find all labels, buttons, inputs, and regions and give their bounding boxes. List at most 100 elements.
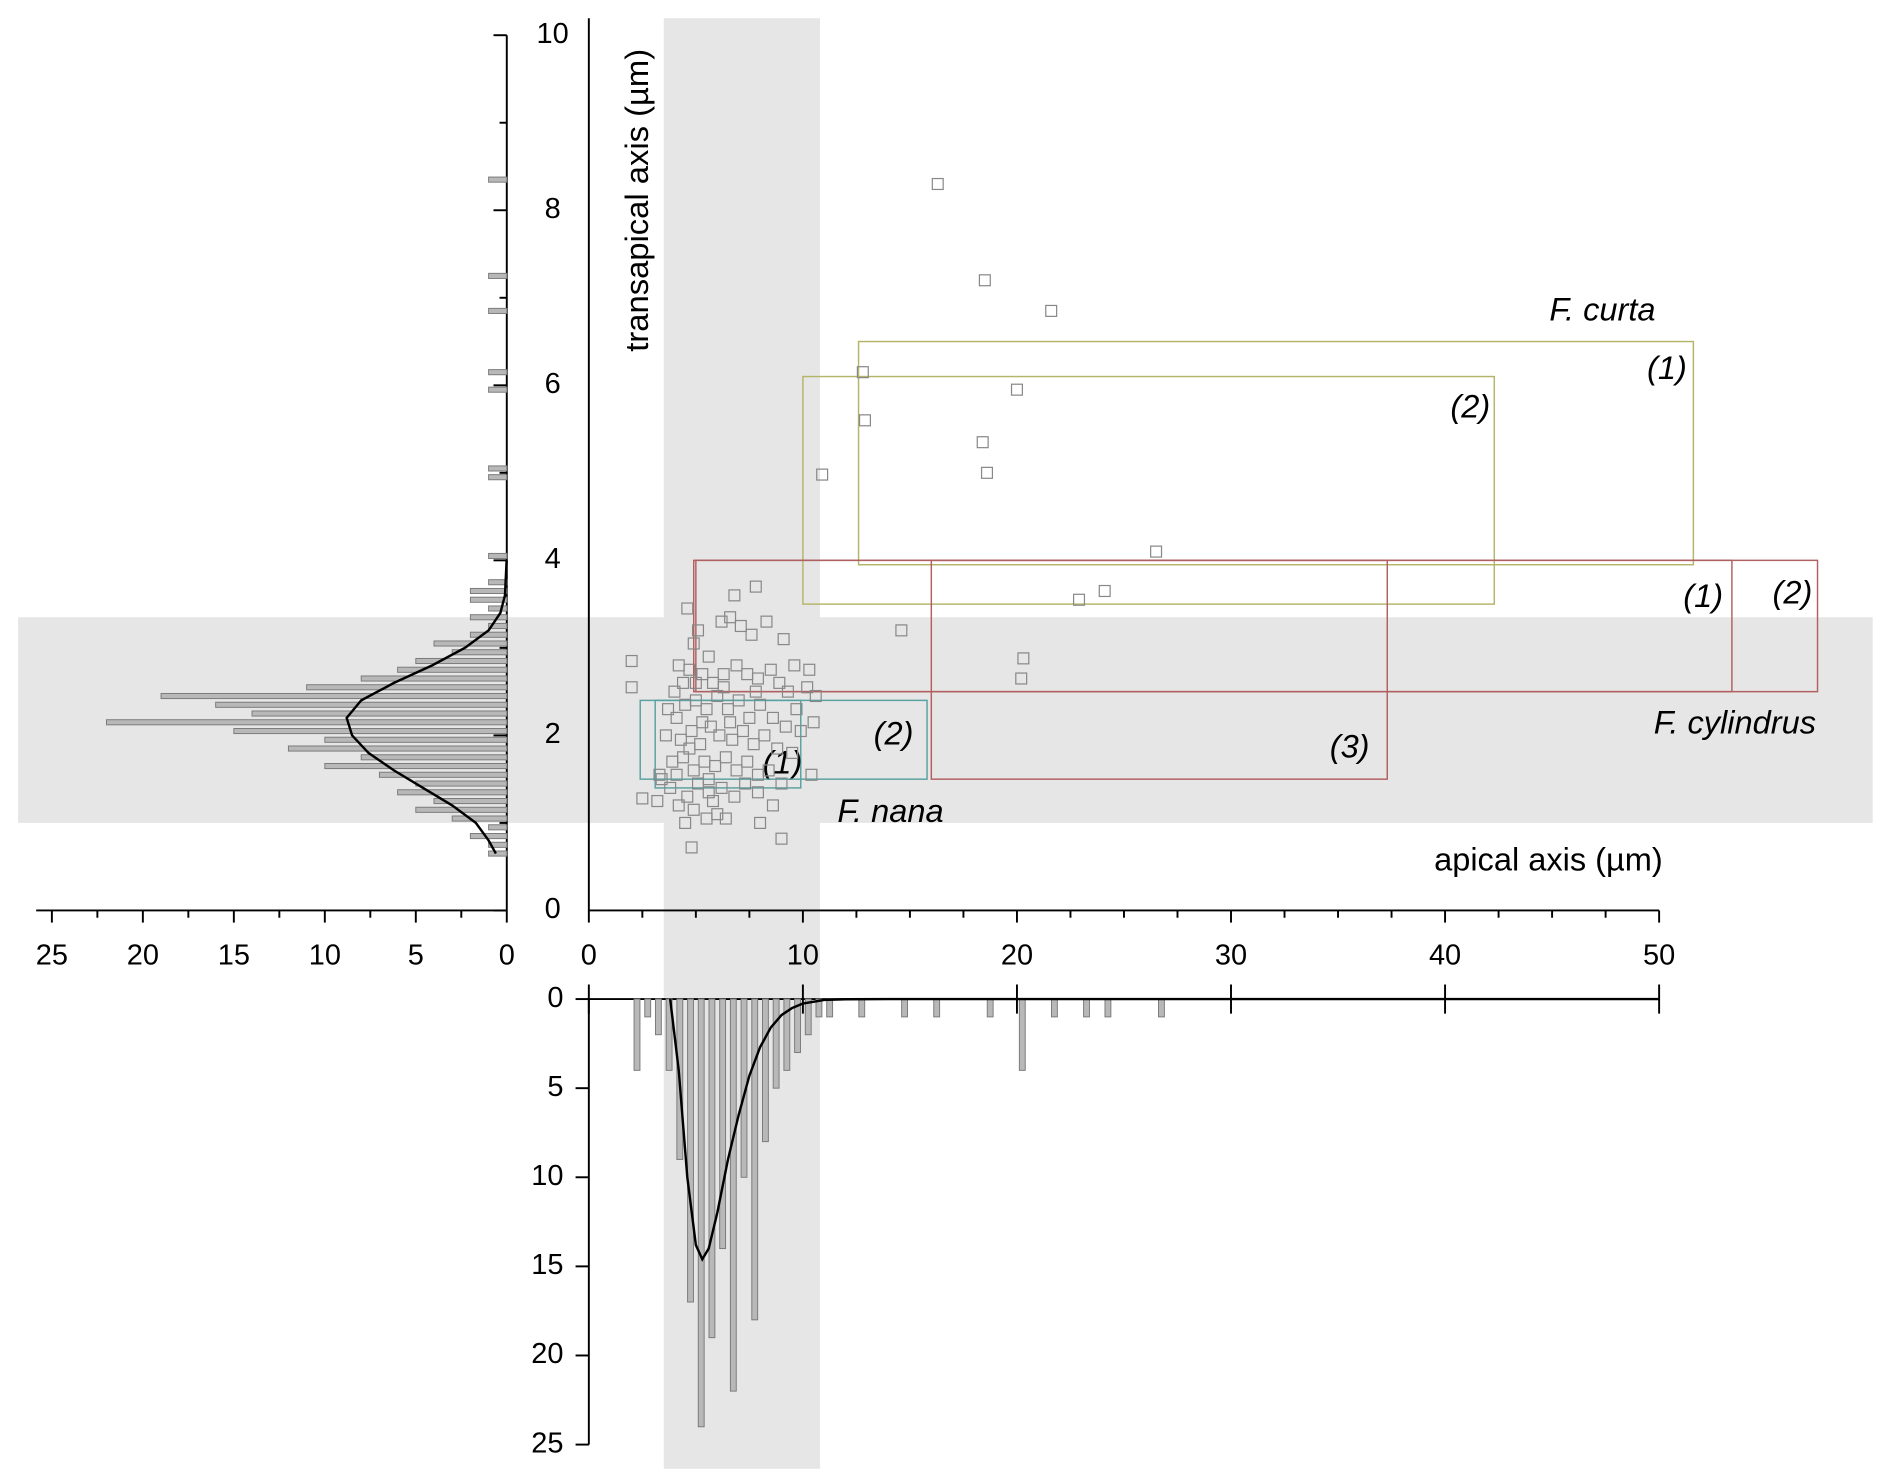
box-label: (2) bbox=[1773, 573, 1813, 610]
hist-bar bbox=[1050, 998, 1058, 1018]
hist-bar bbox=[1158, 998, 1165, 1018]
point bbox=[794, 724, 807, 738]
point bbox=[764, 663, 777, 676]
box-label: (3) bbox=[1330, 728, 1370, 765]
point bbox=[687, 637, 700, 650]
point bbox=[777, 633, 790, 646]
hist-bar bbox=[469, 631, 508, 638]
hist-bar bbox=[378, 771, 508, 778]
point bbox=[980, 466, 994, 479]
point bbox=[715, 615, 728, 628]
point bbox=[1045, 304, 1058, 317]
point bbox=[717, 668, 730, 681]
hist-bar bbox=[160, 692, 508, 700]
hist-bar bbox=[815, 998, 823, 1018]
hist-bar bbox=[488, 605, 508, 612]
hist-bar bbox=[324, 736, 508, 743]
count-tick-label: 15 bbox=[531, 1249, 563, 1281]
point bbox=[809, 689, 822, 703]
point bbox=[655, 773, 668, 786]
point bbox=[651, 794, 664, 808]
point bbox=[781, 685, 794, 698]
point bbox=[790, 703, 803, 716]
box-label: (1) bbox=[1683, 577, 1723, 614]
hist-bar bbox=[654, 998, 662, 1036]
point bbox=[775, 832, 788, 845]
point bbox=[670, 711, 683, 724]
hist-bar bbox=[469, 596, 508, 603]
hist-bar bbox=[488, 474, 508, 481]
hist-bar bbox=[1083, 998, 1090, 1018]
hist-bar bbox=[324, 762, 508, 770]
hist-bar bbox=[488, 841, 508, 848]
point bbox=[739, 777, 752, 790]
hist-bar bbox=[488, 176, 508, 183]
point bbox=[715, 781, 728, 794]
count-tick-label: 20 bbox=[127, 939, 159, 971]
point bbox=[1098, 584, 1111, 598]
box-label: (2) bbox=[1450, 388, 1490, 425]
hist-bar bbox=[858, 998, 866, 1018]
hist-bar bbox=[233, 727, 508, 735]
hist-bar bbox=[488, 579, 508, 586]
hist-bar bbox=[488, 850, 508, 857]
x-tick-label: 0 bbox=[581, 939, 597, 971]
hist-bar bbox=[488, 465, 508, 472]
x-tick-label: 50 bbox=[1643, 939, 1675, 971]
point bbox=[683, 742, 696, 755]
hist-bar bbox=[986, 998, 994, 1018]
hist-bar bbox=[488, 369, 508, 376]
y-tick-label: 8 bbox=[545, 193, 561, 225]
point bbox=[721, 703, 735, 716]
hist-bar bbox=[488, 272, 508, 279]
x-tick-label: 20 bbox=[1001, 939, 1033, 971]
point bbox=[732, 694, 745, 707]
point bbox=[754, 698, 767, 711]
point bbox=[659, 729, 672, 742]
fit-curve bbox=[345, 560, 508, 855]
point bbox=[771, 742, 784, 755]
point bbox=[676, 676, 690, 689]
point bbox=[931, 177, 944, 191]
point bbox=[687, 803, 700, 816]
count-tick-label: 15 bbox=[218, 939, 250, 971]
point bbox=[858, 414, 872, 427]
hist-bar bbox=[751, 998, 759, 1321]
hist-bar bbox=[633, 998, 641, 1071]
point bbox=[1150, 545, 1163, 558]
count-tick-label: 10 bbox=[531, 1160, 563, 1192]
point bbox=[653, 768, 666, 781]
point bbox=[702, 650, 715, 663]
point bbox=[709, 759, 722, 773]
point bbox=[754, 816, 767, 829]
hist-bar bbox=[397, 789, 508, 796]
box-label: (1) bbox=[1647, 349, 1687, 386]
count-tick-label: 0 bbox=[547, 982, 563, 1014]
point bbox=[685, 841, 698, 854]
point bbox=[719, 751, 732, 764]
point bbox=[711, 689, 724, 703]
point bbox=[803, 663, 816, 676]
hist-bar bbox=[488, 552, 508, 560]
range-box bbox=[930, 559, 1388, 780]
point bbox=[711, 808, 724, 821]
point bbox=[702, 786, 715, 799]
point bbox=[662, 703, 675, 716]
box-label: (2) bbox=[874, 714, 914, 751]
point bbox=[696, 668, 709, 681]
point bbox=[691, 624, 705, 637]
point bbox=[762, 764, 775, 777]
point bbox=[689, 676, 702, 689]
hist-bar bbox=[1018, 998, 1026, 1071]
hist-bar bbox=[360, 675, 508, 682]
point bbox=[760, 615, 773, 628]
x-tick-label: 40 bbox=[1429, 939, 1461, 971]
hist-bar bbox=[469, 614, 508, 621]
hist-bar bbox=[415, 657, 508, 665]
bands bbox=[18, 18, 1873, 1469]
point bbox=[978, 274, 991, 287]
y-tick-label: 4 bbox=[545, 543, 561, 575]
point bbox=[741, 755, 754, 768]
point bbox=[1015, 672, 1028, 685]
group-label: F. nana bbox=[837, 792, 943, 829]
